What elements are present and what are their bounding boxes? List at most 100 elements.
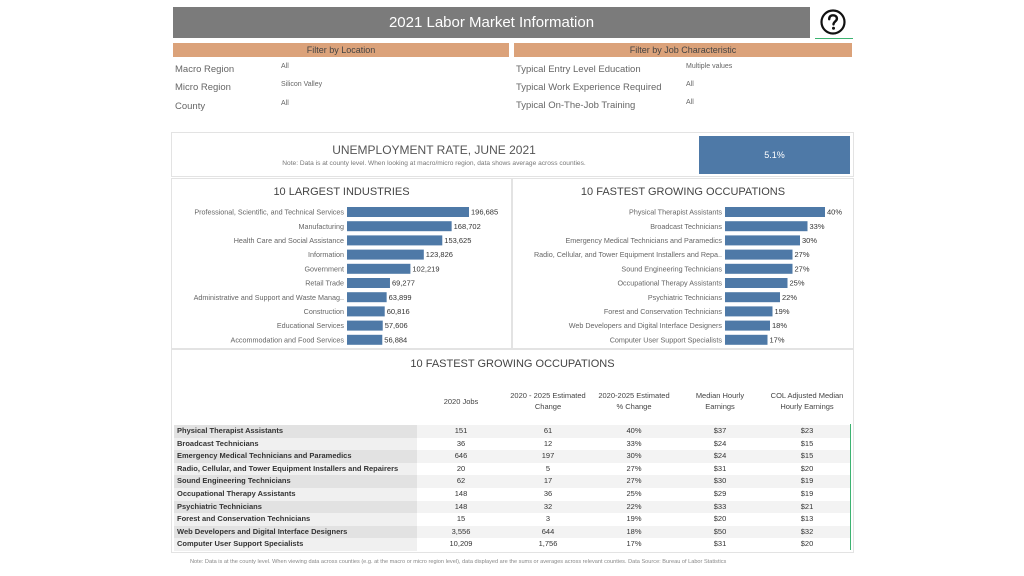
table-occupation-name: Broadcast Technicians <box>174 437 417 451</box>
bar-category-label: Government <box>304 264 344 273</box>
table-header-line: Change <box>534 402 562 411</box>
table-cell: $20 <box>713 514 727 524</box>
table-cell: 148 <box>454 501 468 511</box>
table-cell: $13 <box>800 514 814 524</box>
bar[interactable] <box>725 249 793 260</box>
education-select[interactable]: Multiple values <box>686 63 733 70</box>
table-header-line: COL Adjusted Median <box>770 391 844 400</box>
growth-bar-chart: Physical Therapist Assistants 40% Broadcas… <box>534 207 842 345</box>
micro-region-select[interactable]: Silicon Valley <box>281 81 323 88</box>
table-cell: 3 <box>545 514 551 524</box>
experience-select[interactable]: All <box>686 81 694 88</box>
bar[interactable] <box>725 320 770 331</box>
experience-label: Typical Work Experience Required <box>516 82 662 93</box>
bar-value-label: 168,702 <box>454 222 481 231</box>
table-cell: 32 <box>543 501 553 511</box>
table-column-header: COL Adjusted Median Hourly Earnings <box>762 390 852 412</box>
table-cell: 10,209 <box>449 539 473 549</box>
table-cell: 36 <box>543 489 553 498</box>
bar-value-label: 17% <box>770 335 785 344</box>
table-cell: 12 <box>543 438 553 448</box>
growth-panel <box>512 178 854 349</box>
table-header-line: Earnings <box>705 402 735 411</box>
bar[interactable] <box>347 235 443 246</box>
bar-category-label: Professional, Scientific, and Technical … <box>194 208 344 217</box>
table-column-header: Median Hourly Earnings <box>675 390 765 412</box>
bar-value-label: 22% <box>782 293 797 302</box>
table-cell: $31 <box>713 463 727 473</box>
bar[interactable] <box>347 221 452 232</box>
bar-category-label: Emergency Medical Technicians and Parame… <box>566 236 723 245</box>
micro-region-label: Micro Region <box>175 82 231 93</box>
help-underline <box>815 38 853 39</box>
table-occupation-name: Emergency Medical Technicians and Parame… <box>174 450 417 463</box>
macro-region-select[interactable]: All <box>281 63 289 70</box>
table-cell: 646 <box>454 451 468 461</box>
table-cell: 3,556 <box>451 526 471 536</box>
help-icon[interactable] <box>820 9 846 35</box>
bar-value-label: 102,219 <box>412 264 439 273</box>
table-cell: $20 <box>800 539 814 549</box>
bar-category-label: Administrative and Support and Waste Man… <box>194 293 344 302</box>
bar[interactable] <box>725 221 808 232</box>
training-select[interactable]: All <box>686 99 694 106</box>
bar-category-label: Psychiatric Technicians <box>648 293 723 302</box>
table-cell: 151 <box>454 426 468 435</box>
bar[interactable] <box>347 334 383 345</box>
bar[interactable] <box>725 278 788 288</box>
bar-value-label: 30% <box>802 236 817 245</box>
bar-value-label: 153,625 <box>444 236 471 245</box>
table-scroll-indicator <box>850 424 851 550</box>
bar-category-label: Physical Therapist Assistants <box>629 208 722 217</box>
table-cell: $31 <box>713 539 727 549</box>
table-cell: 15 <box>456 514 466 524</box>
bar[interactable] <box>347 207 469 217</box>
bar[interactable] <box>725 235 800 246</box>
bar-category-label: Health Care and Social Assistance <box>234 236 344 245</box>
industries-bar-chart: Professional, Scientific, and Technical … <box>194 207 498 345</box>
table-cell: 1,756 <box>538 539 558 549</box>
table-cell: 5 <box>545 463 551 473</box>
table-occupation-name: Occupational Therapy Assistants <box>174 488 417 501</box>
bar[interactable] <box>347 278 390 288</box>
bar[interactable] <box>347 249 424 260</box>
bar[interactable] <box>347 320 383 331</box>
county-select[interactable]: All <box>281 100 289 107</box>
job-filter-header: Filter by Job Characteristic <box>514 43 852 57</box>
bar[interactable] <box>347 306 385 317</box>
education-label: Typical Entry Level Education <box>516 64 641 75</box>
table-cell: $15 <box>800 438 814 448</box>
footnote: Note: Data is at the county level. When … <box>190 559 727 565</box>
table-cell: $20 <box>800 463 814 473</box>
table-cell: $19 <box>800 476 814 486</box>
table-occupation-name: Psychiatric Technicians <box>174 500 417 514</box>
table-cell: 27% <box>626 476 642 486</box>
bar-category-label: Radio, Cellular, and Tower Equipment Ins… <box>534 250 722 259</box>
table-cell: $19 <box>800 489 814 498</box>
bar-category-label: Educational Services <box>277 321 345 330</box>
table-header-line: 2020 - 2025 Estimated <box>510 391 586 400</box>
bar[interactable] <box>725 292 780 303</box>
bar-value-label: 57,606 <box>385 321 408 330</box>
table-cell: 36 <box>456 438 466 448</box>
table-cell: $21 <box>800 501 814 511</box>
location-filter-header: Filter by Location <box>173 43 509 57</box>
unemployment-note: Note: Data is at county level. When look… <box>282 160 586 167</box>
bar-value-label: 56,884 <box>384 335 407 344</box>
table-cell: 33% <box>626 438 642 448</box>
bar[interactable] <box>725 306 773 317</box>
bar[interactable] <box>347 292 387 303</box>
industries-chart-title: 10 LARGEST INDUSTRIES <box>273 186 410 198</box>
bar[interactable] <box>347 263 411 274</box>
bar[interactable] <box>725 207 825 217</box>
table-cell: $15 <box>800 451 814 461</box>
bar[interactable] <box>725 334 768 345</box>
bar-value-label: 63,899 <box>389 293 412 302</box>
table-cell: 197 <box>541 451 555 461</box>
table-cell: $29 <box>713 489 727 498</box>
table-occupation-name: Sound Engineering Technicians <box>174 475 417 488</box>
table-header-line: Hourly Earnings <box>780 402 834 411</box>
table-cell: $33 <box>713 501 727 511</box>
growth-chart-title: 10 FASTEST GROWING OCCUPATIONS <box>580 186 786 198</box>
bar[interactable] <box>725 263 793 274</box>
